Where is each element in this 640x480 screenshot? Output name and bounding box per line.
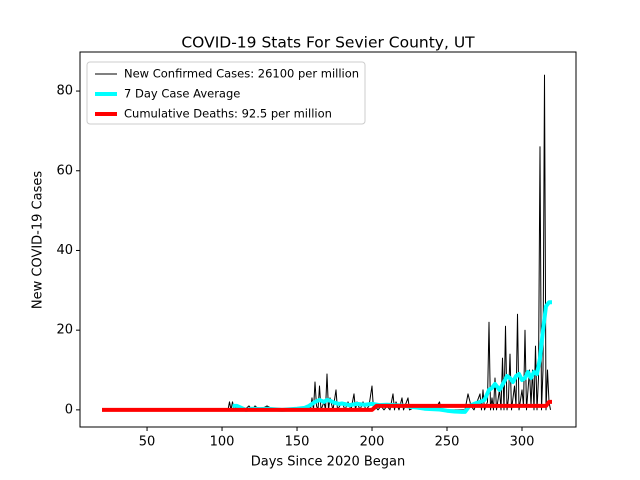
legend-box <box>86 61 366 125</box>
x-tick-label: 250 <box>435 435 460 450</box>
x-axis-label: Days Since 2020 Began <box>251 455 406 470</box>
x-tick-label: 300 <box>510 435 535 450</box>
chart-title: COVID-19 Stats For Sevier County, UT <box>181 34 475 52</box>
legend-label: Cumulative Deaths: 92.5 per million <box>124 107 332 121</box>
series-line <box>232 300 552 414</box>
x-tick-label: 100 <box>210 435 235 450</box>
y-axis-label: New COVID-19 Cases <box>31 171 46 309</box>
plot-frame <box>79 51 577 428</box>
x-tick-label: 150 <box>285 435 310 450</box>
series-line <box>102 399 552 412</box>
legend-label: New Confirmed Cases: 26100 per million <box>124 67 359 81</box>
legend-label: 7 Day Case Average <box>124 87 240 101</box>
x-tick-label: 200 <box>360 435 385 450</box>
y-tick-label: 80 <box>56 84 73 99</box>
y-tick-label: 20 <box>56 323 73 338</box>
y-tick-label: 40 <box>56 243 73 258</box>
x-tick-label: 50 <box>139 435 156 450</box>
y-tick-label: 60 <box>56 163 73 178</box>
series-line <box>102 74 551 411</box>
y-tick-label: 0 <box>65 402 73 417</box>
